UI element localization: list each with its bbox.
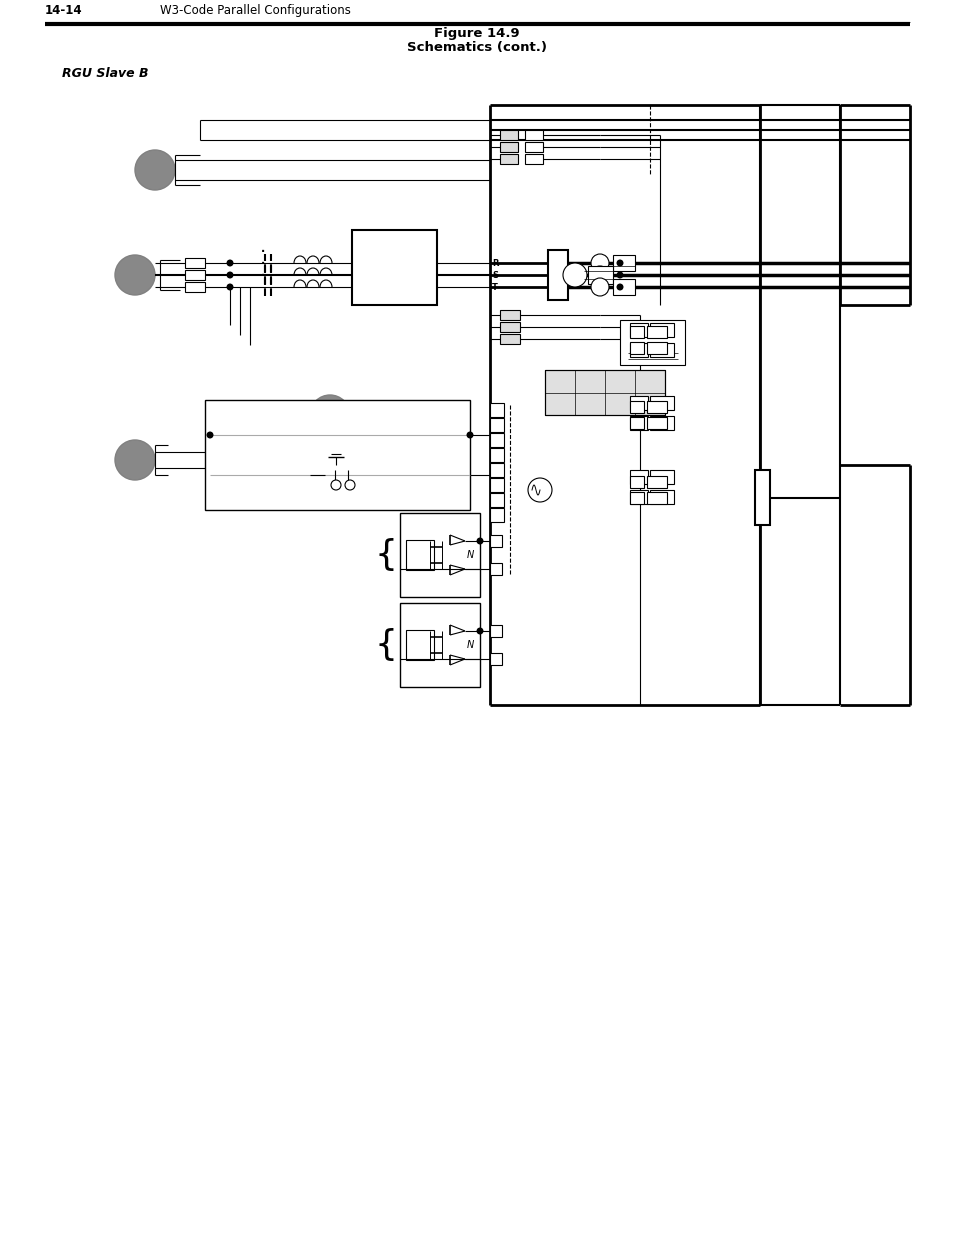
Bar — [629, 396, 647, 410]
Text: W3-Code Parallel Configurations: W3-Code Parallel Configurations — [160, 4, 351, 17]
Bar — [649, 324, 673, 337]
Text: ·: · — [259, 243, 266, 263]
Bar — [490, 463, 503, 477]
Bar — [629, 343, 647, 357]
Text: RGU Slave B: RGU Slave B — [62, 67, 149, 80]
Bar — [629, 475, 643, 488]
Bar — [185, 258, 205, 268]
Text: Schematics (cont.): Schematics (cont.) — [407, 41, 546, 54]
Circle shape — [590, 278, 608, 296]
Circle shape — [616, 284, 623, 290]
Bar — [629, 401, 643, 412]
Bar — [646, 342, 666, 354]
Circle shape — [627, 375, 647, 395]
Bar — [629, 324, 647, 337]
Bar — [649, 416, 673, 430]
Circle shape — [115, 254, 154, 295]
Bar — [490, 433, 503, 447]
Text: N: N — [466, 550, 473, 559]
Bar — [544, 370, 664, 415]
Bar — [619, 320, 684, 366]
Text: ·: · — [259, 268, 266, 287]
Bar — [754, 471, 769, 525]
Bar — [490, 508, 503, 522]
Text: ·: · — [259, 256, 266, 274]
Text: {: { — [375, 629, 397, 662]
Bar — [399, 513, 479, 597]
Text: N: N — [466, 640, 473, 650]
Bar — [399, 603, 479, 687]
Bar — [646, 417, 666, 429]
Circle shape — [476, 627, 483, 635]
Bar — [185, 282, 205, 291]
Text: S: S — [492, 270, 497, 279]
Bar — [629, 342, 643, 354]
Text: T: T — [492, 283, 497, 291]
Bar — [629, 326, 643, 338]
Circle shape — [590, 266, 608, 284]
Bar — [547, 249, 567, 300]
Circle shape — [226, 259, 233, 267]
Text: 14-14: 14-14 — [45, 4, 83, 17]
Circle shape — [206, 431, 213, 438]
Bar — [646, 475, 666, 488]
Circle shape — [562, 263, 586, 287]
Bar — [185, 270, 205, 280]
Bar — [646, 492, 666, 504]
Circle shape — [527, 478, 552, 501]
Circle shape — [616, 272, 623, 279]
Bar — [490, 493, 503, 508]
Bar — [524, 142, 542, 152]
Text: R: R — [492, 258, 498, 268]
Bar — [490, 448, 503, 462]
Text: Figure 14.9: Figure 14.9 — [434, 27, 519, 40]
Bar — [352, 230, 436, 305]
Bar — [587, 266, 613, 284]
Bar — [490, 653, 501, 664]
Bar — [613, 279, 635, 295]
Bar — [524, 154, 542, 164]
Bar — [629, 490, 647, 504]
Bar — [629, 417, 643, 429]
Text: {: { — [375, 538, 397, 572]
Bar — [629, 492, 643, 504]
Bar — [649, 490, 673, 504]
Bar — [613, 254, 635, 270]
Bar — [524, 130, 542, 140]
Bar — [499, 142, 517, 152]
Circle shape — [476, 537, 483, 545]
Bar — [499, 322, 519, 332]
Bar — [499, 333, 519, 345]
Circle shape — [590, 254, 608, 272]
Bar — [646, 326, 666, 338]
Circle shape — [466, 431, 473, 438]
Bar — [490, 535, 501, 547]
Bar — [499, 310, 519, 320]
Bar — [490, 417, 503, 432]
Bar — [649, 343, 673, 357]
Bar — [490, 625, 501, 637]
Circle shape — [331, 480, 340, 490]
Circle shape — [226, 284, 233, 290]
Bar — [499, 154, 517, 164]
Bar — [406, 540, 434, 571]
Circle shape — [310, 395, 350, 435]
Circle shape — [616, 259, 623, 267]
Circle shape — [345, 480, 355, 490]
Bar — [544, 370, 664, 415]
Bar — [629, 471, 647, 484]
Bar — [649, 471, 673, 484]
Circle shape — [226, 272, 233, 279]
Bar — [205, 400, 470, 510]
Bar — [629, 416, 647, 430]
Circle shape — [135, 149, 174, 190]
Bar — [406, 630, 434, 659]
Bar — [490, 563, 501, 576]
Bar — [649, 396, 673, 410]
Bar — [490, 478, 503, 492]
Bar — [490, 403, 503, 417]
Circle shape — [115, 440, 154, 480]
Bar — [499, 130, 517, 140]
Bar — [646, 401, 666, 412]
